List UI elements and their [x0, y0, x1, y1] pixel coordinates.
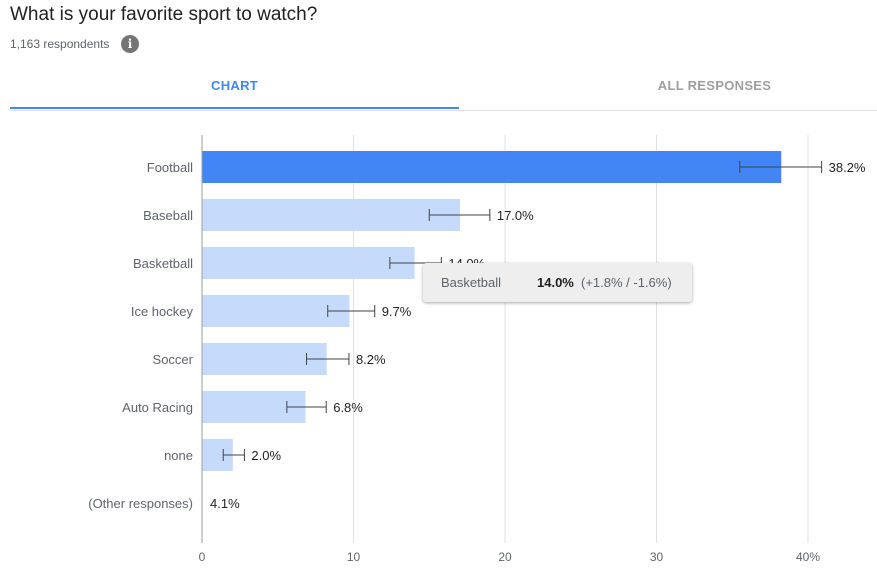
x-tick-label: 0	[199, 550, 206, 564]
active-tab-indicator	[10, 107, 459, 109]
category-label: Ice hockey	[131, 304, 194, 319]
data-label: 8.2%	[356, 352, 386, 367]
data-label: 38.2%	[829, 160, 866, 175]
category-label: none	[164, 448, 193, 463]
question-title: What is your favorite sport to watch?	[10, 4, 318, 25]
data-label: 2.0%	[251, 448, 281, 463]
tooltip-category: Basketball	[441, 275, 501, 290]
respondent-count: 1,163 respondents	[10, 37, 110, 51]
data-label: 4.1%	[210, 496, 240, 511]
x-tick-label: 30	[650, 550, 664, 564]
tab-bar: CHART ALL RESPONSES	[10, 64, 877, 111]
x-tick-label: 40%	[796, 550, 820, 564]
tooltip-value: 14.0%	[537, 275, 574, 290]
category-label: Auto Racing	[122, 400, 193, 415]
info-icon[interactable]: i	[121, 35, 139, 53]
bar[interactable]	[202, 247, 415, 279]
data-label: 6.8%	[333, 400, 363, 415]
tab-chart[interactable]: CHART	[211, 78, 258, 93]
category-label: Basketball	[133, 256, 193, 271]
bar[interactable]	[202, 295, 350, 327]
category-label: Baseball	[143, 208, 193, 223]
bar[interactable]	[202, 151, 782, 183]
x-tick-label: 10	[347, 550, 361, 564]
data-label: 9.7%	[382, 304, 412, 319]
tab-all-responses[interactable]: ALL RESPONSES	[657, 78, 772, 93]
category-label: Football	[147, 160, 193, 175]
bar[interactable]	[202, 343, 327, 375]
category-label: (Other responses)	[88, 496, 193, 511]
bar[interactable]	[202, 199, 461, 231]
chart-tooltip: Basketball 14.0% (+1.8% / -1.6%)	[423, 263, 692, 302]
category-label: Soccer	[153, 352, 194, 367]
x-tick-label: 20	[498, 550, 512, 564]
tooltip-error-range: (+1.8% / -1.6%)	[581, 275, 672, 290]
data-label: 17.0%	[497, 208, 534, 223]
